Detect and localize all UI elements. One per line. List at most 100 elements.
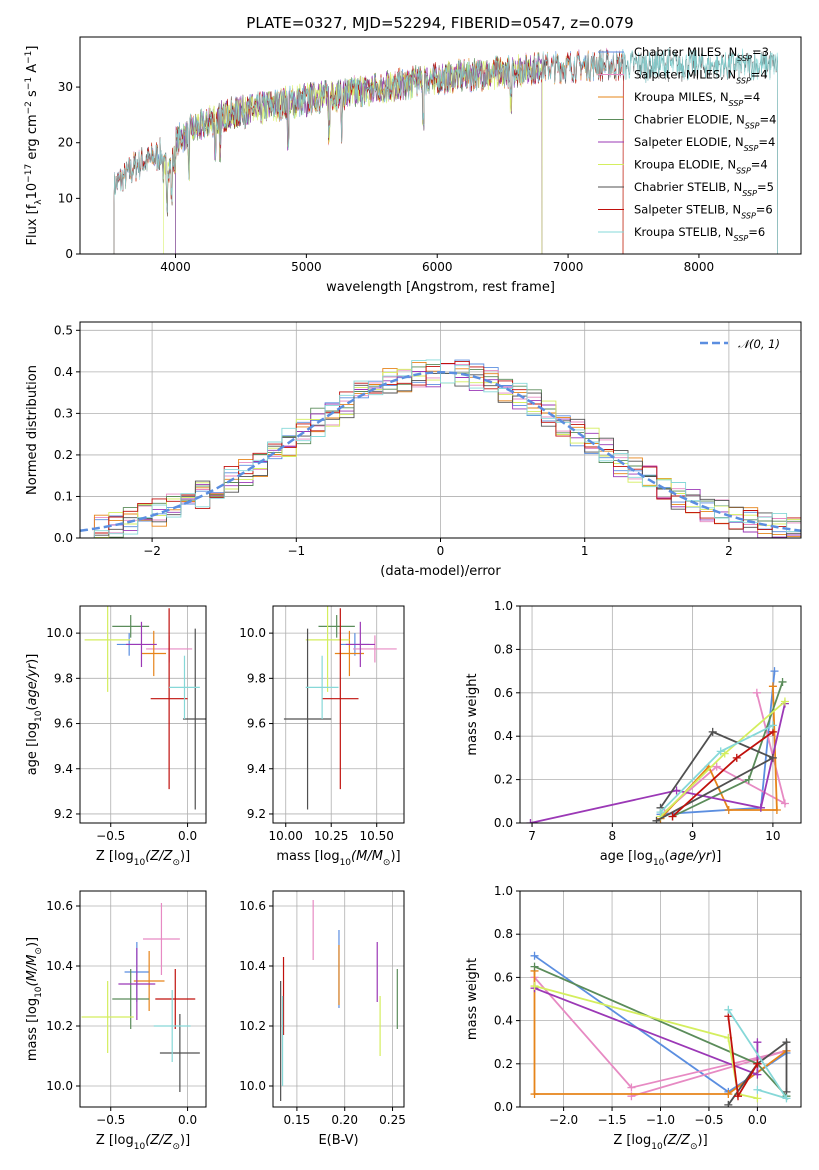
errorbar-point: [345, 621, 375, 668]
errorbar-point: [182, 628, 206, 810]
age-vs-mass-panel: 10.00 10.25 10.50 9.2 9.4 9.6 9.8 10.0 mass [log…: [239, 605, 405, 868]
weight-line-kroupa-elodie: [534, 985, 758, 1100]
mass-weight-vs-Z-ytick-label: 1.0: [494, 884, 513, 898]
mass-weight-vs-Z-ytick-label: 0.6: [494, 970, 513, 984]
weight-marker: [652, 816, 661, 823]
weight-line-chabrier-stelib: [656, 730, 775, 822]
age-vs-mass-points: [283, 606, 397, 810]
mass-weight-vs-Z-xtick-label: −0.5: [694, 1113, 723, 1127]
mass-vs-EBV-ytick-label: 10.2: [239, 1019, 266, 1033]
mass-weight-vs-age-panel: 7 8 9 10 0.0 0.2 0.4 0.6 0.8 1.0 age [log10(age/yr…: [465, 599, 802, 868]
residual-histogram-ytick-label: 0.5: [54, 323, 73, 337]
errorbar-point: [283, 628, 332, 810]
errorbar-point: [112, 969, 150, 1029]
weight-line-salpeter-miles: [533, 976, 787, 1098]
weight-marker: [753, 1038, 762, 1047]
mass-vs-Z-xtick-label: −0.5: [96, 1113, 125, 1127]
mass-vs-Z-xtick-label: 0.0: [178, 1113, 197, 1127]
mass-weight-vs-age-ylabel: mass weight: [465, 673, 480, 755]
age-vs-mass-ytick-label: 9.4: [247, 762, 266, 776]
age-vs-mass-xtick-label: 10.50: [360, 829, 394, 843]
weight-marker: [756, 803, 765, 812]
legend-entry: Salpeter ELODIE, NSSP=4: [634, 135, 775, 153]
age-vs-Z-xtick-label: 0.0: [178, 829, 197, 843]
mass-weight-vs-Z-ytick-label: 0.2: [494, 1057, 513, 1071]
spectrum-series-kroupa-stelib: [113, 48, 779, 254]
errorbar-point: [334, 630, 364, 677]
errorbar-point: [318, 615, 355, 638]
errorbar-point: [155, 969, 196, 1029]
spectrum-frame: [79, 36, 802, 255]
legend-entry: Kroupa MILES, NSSP=4: [634, 90, 760, 108]
spectrum-ylabel: Flux [fλ10−17 erg cm−2 s−1 A−1]: [24, 46, 44, 246]
errorbar-point: [322, 608, 359, 790]
mass-vs-Z-ylabel: mass [log10(M/M⊙)]: [25, 937, 44, 1061]
weight-marker: [720, 749, 729, 758]
mass-weight-vs-Z-xlabel: Z [log10(Z/Z⊙)]: [613, 1133, 707, 1152]
age-vs-mass-ytick-label: 9.2: [247, 807, 266, 821]
weight-marker: [768, 753, 777, 762]
weight-marker: [778, 677, 787, 686]
weight-marker: [708, 727, 717, 736]
mass-weight-vs-age-ytick-label: 0.0: [494, 816, 513, 830]
age-vs-Z-xtick-label: −0.5: [96, 829, 125, 843]
weight-marker: [732, 753, 741, 762]
age-vs-mass-xtick-label: 10.25: [314, 829, 348, 843]
mass-weight-vs-age-ytick-label: 0.8: [494, 642, 513, 656]
mass-weight-vs-age-xtick-label: 7: [528, 829, 536, 843]
legend-entry: Kroupa STELIB, NSSP=6: [634, 225, 765, 243]
errorbar-point: [133, 951, 165, 1011]
residual-histogram-panel: −2 −1 0 1 2 0.0 0.1 0.2 0.3 0.4 0.5 (data-model)/er…: [25, 321, 802, 579]
errorbar-point: [141, 630, 167, 677]
age-vs-Z-ytick-label: 9.2: [54, 807, 73, 821]
mass-vs-Z-frame: [79, 890, 207, 1108]
errorbar-point: [159, 1014, 200, 1092]
weight-marker: [530, 1090, 539, 1099]
weight-marker: [752, 688, 761, 697]
residual-histogram-ytick-label: 0.1: [54, 489, 73, 503]
legend-entry: Salpeter STELIB, NSSP=6: [634, 203, 773, 221]
weight-marker: [724, 1090, 733, 1099]
mass-weight-vs-age-xtick-label: 8: [609, 829, 617, 843]
age-vs-Z-xlabel: Z [log10(Z/Z⊙)]: [96, 849, 190, 868]
residual-histogram-ytick-label: 0.3: [54, 406, 73, 420]
errorbar-point: [169, 655, 200, 720]
mass-weight-vs-Z-xtick-label: −1.5: [597, 1113, 626, 1127]
weight-line-salpeter-miles: [663, 692, 787, 813]
weight-marker: [712, 762, 721, 771]
mass-weight-vs-Z-ytick-label: 0.4: [494, 1014, 513, 1028]
mass-vs-Z-ytick-label: 10.6: [46, 899, 73, 913]
mass-vs-EBV-ytick-label: 10.4: [239, 959, 266, 973]
mass-vs-Z-panel: −0.5 0.0 10.0 10.2 10.4 10.6 Z [log10(Z/Z⊙)] ma…: [25, 890, 207, 1152]
weight-marker: [770, 667, 779, 676]
weight-marker: [768, 682, 777, 691]
errorbar-point: [84, 606, 131, 692]
spectrum-ytick-label: 10: [58, 191, 73, 205]
spectrum-series-group: [113, 47, 779, 254]
mass-weight-vs-Z-xtick-label: −2.0: [549, 1113, 578, 1127]
residual-histogram-xlabel: (data-model)/error: [380, 564, 501, 579]
age-vs-Z-ytick-label: 10.0: [46, 626, 73, 640]
legend-entry: Chabrier ELODIE, NSSP=4: [634, 113, 776, 131]
weight-marker: [782, 1038, 791, 1047]
mass-vs-Z-xlabel: Z [log10(Z/Z⊙)]: [96, 1133, 190, 1152]
spectrum-xlabel: wavelength [Angstrom, rest frame]: [326, 280, 555, 295]
age-vs-Z-points: [84, 606, 206, 810]
errorbar-point: [126, 621, 157, 668]
residual-histogram-xtick-label: 0: [437, 544, 445, 558]
errorbar-point: [118, 948, 156, 1020]
mass-vs-EBV-frame: [272, 890, 405, 1108]
mass-weight-vs-age-frame: [519, 605, 802, 824]
spectrum-xtick-label: 7000: [553, 260, 584, 274]
age-vs-mass-xtick-label: 10.00: [269, 829, 303, 843]
weight-marker: [656, 808, 665, 817]
residual-histogram-ytick-label: 0.4: [54, 365, 73, 379]
weight-marker: [780, 799, 789, 808]
weight-marker: [753, 1059, 762, 1068]
legend-entry: Kroupa ELODIE, NSSP=4: [634, 158, 768, 176]
weight-marker: [716, 747, 725, 756]
mass-weight-vs-age-lines: [526, 667, 789, 823]
legend-entry: Chabrier STELIB, NSSP=5: [634, 180, 774, 198]
weight-marker: [780, 697, 789, 706]
